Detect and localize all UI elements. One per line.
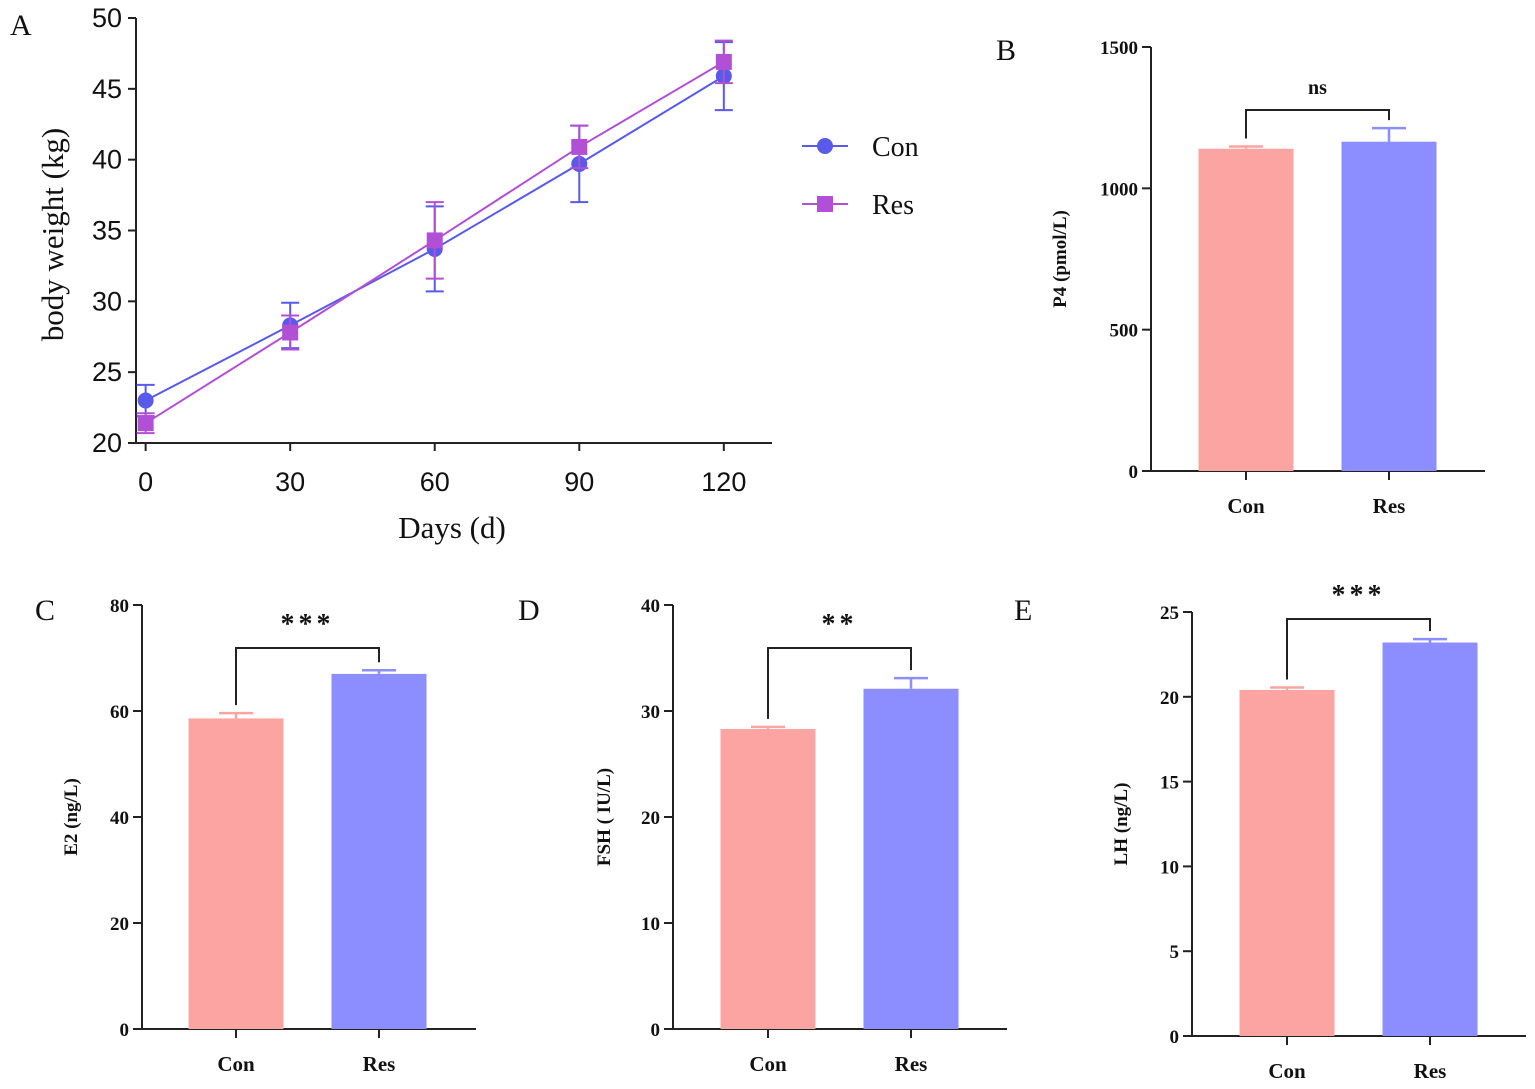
panel-e-bar-chart: 0 5 10 15 20 25 Con Res *** LH (ng/L) xyxy=(1111,580,1526,1083)
data-point-res xyxy=(282,324,299,341)
y-tick-label: 30 xyxy=(92,286,122,316)
bar-con xyxy=(720,729,816,1029)
bar-res xyxy=(1382,642,1478,1036)
panel-a-line-chart: 20 25 30 35 40 45 50 0 30 60 90 120 Days (d) body wei… xyxy=(35,3,919,545)
x-tick-label: 90 xyxy=(564,467,594,497)
y-tick-label: 25 xyxy=(92,357,122,387)
significance-label: ns xyxy=(1308,77,1327,99)
y-axis-title: body weight (kg) xyxy=(35,128,70,342)
panel-b-bar-chart: 0 500 1000 1500 Con Res ns P4 (pmol/L) xyxy=(1050,38,1485,518)
legend-marker xyxy=(817,196,833,212)
y-tick-label: 20 xyxy=(641,808,660,829)
significance-bracket xyxy=(1245,109,1390,139)
significance-label: ** xyxy=(822,609,858,640)
significance-label: *** xyxy=(1332,580,1386,611)
y-tick-label: 25 xyxy=(1160,603,1179,624)
y-tick-label: 80 xyxy=(110,596,129,617)
x-tick-label: 60 xyxy=(420,467,450,497)
y-tick-label: 40 xyxy=(641,596,660,617)
x-tick-label-res: Res xyxy=(363,1052,396,1076)
bar-res xyxy=(331,673,427,1029)
bar-res xyxy=(863,688,959,1029)
x-tick-label-con: Con xyxy=(217,1052,255,1076)
legend-marker xyxy=(817,138,833,154)
y-tick-label: 20 xyxy=(110,914,129,935)
y-axis-title: E2 (ng/L) xyxy=(61,778,82,856)
y-tick-label: 20 xyxy=(1160,688,1179,709)
y-tick-label: 40 xyxy=(110,808,129,829)
x-tick-label-con: Con xyxy=(1227,494,1265,518)
y-tick-label: 45 xyxy=(92,74,122,104)
x-tick-label-con: Con xyxy=(749,1052,787,1076)
y-tick-label: 15 xyxy=(1160,773,1179,794)
y-tick-label: 40 xyxy=(92,145,122,175)
bar-con xyxy=(1198,148,1294,471)
data-point-res xyxy=(137,415,154,432)
panel-label-e: E xyxy=(1014,594,1032,627)
y-axis-title: P4 (pmol/L) xyxy=(1050,210,1071,308)
y-tick-label: 0 xyxy=(651,1020,661,1041)
x-tick-label: 0 xyxy=(138,467,153,497)
data-point-res xyxy=(426,232,443,249)
y-tick-label: 5 xyxy=(1170,942,1180,963)
panel-d-bar-chart: 0 10 20 30 40 Con Res ** FSH ( IU/L) xyxy=(594,596,1007,1076)
y-tick-label: 60 xyxy=(110,702,129,723)
x-tick-label-res: Res xyxy=(1414,1059,1447,1083)
significance-bracket xyxy=(767,647,912,719)
panel-label-d: D xyxy=(518,594,540,627)
x-tick-label-res: Res xyxy=(1373,494,1406,518)
legend-label-con: Con xyxy=(872,132,919,163)
y-tick-label: 20 xyxy=(92,428,122,458)
y-axis-title: FSH ( IU/L) xyxy=(594,768,615,866)
y-tick-label: 500 xyxy=(1110,321,1139,342)
legend-label-res: Res xyxy=(872,190,914,221)
data-point-con xyxy=(137,392,154,409)
significance-bracket xyxy=(1286,618,1431,680)
x-tick-label-res: Res xyxy=(895,1052,928,1076)
x-axis-title: Days (d) xyxy=(398,510,506,545)
significance-label: *** xyxy=(281,609,335,640)
y-tick-label: 1500 xyxy=(1100,38,1138,59)
bar-con xyxy=(188,718,284,1029)
significance-bracket xyxy=(235,647,380,706)
y-tick-label: 0 xyxy=(1129,462,1139,483)
x-tick-label: 120 xyxy=(701,467,746,497)
y-tick-label: 10 xyxy=(1160,857,1179,878)
y-tick-label: 35 xyxy=(92,216,122,246)
bar-con xyxy=(1239,690,1335,1036)
y-tick-label: 50 xyxy=(92,3,122,33)
y-tick-label: 0 xyxy=(1170,1027,1180,1048)
y-tick-label: 1000 xyxy=(1100,179,1138,200)
y-tick-label: 0 xyxy=(120,1020,130,1041)
panel-label-a: A xyxy=(10,9,32,42)
bar-res xyxy=(1341,141,1437,471)
y-tick-label: 30 xyxy=(641,702,660,723)
x-tick-label-con: Con xyxy=(1268,1059,1306,1083)
y-tick-label: 10 xyxy=(641,914,660,935)
data-point-res xyxy=(715,53,732,70)
y-axis-title: LH (ng/L) xyxy=(1111,783,1132,866)
panel-label-c: C xyxy=(35,594,55,627)
x-tick-label: 30 xyxy=(275,467,305,497)
panel-c-bar-chart: 0 20 40 60 80 Con Res *** E2 (ng/L) xyxy=(61,596,476,1076)
data-point-res xyxy=(571,138,588,155)
panel-label-b: B xyxy=(996,34,1016,67)
